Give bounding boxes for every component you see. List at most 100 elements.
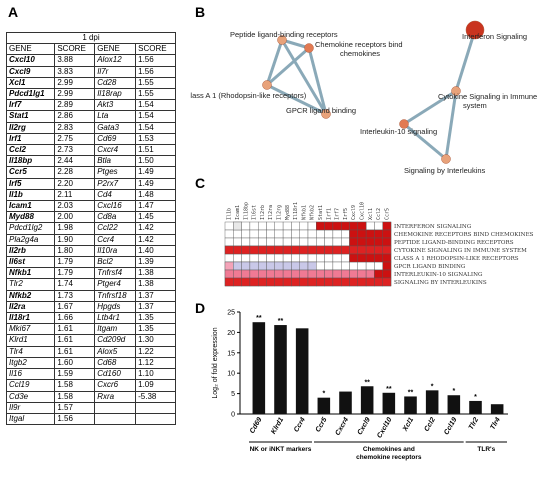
score-cell: 1.56 <box>135 65 176 78</box>
heatmap-cell <box>324 253 334 263</box>
heatmap-cell-filled <box>357 269 367 279</box>
heatmap-cell <box>307 253 317 263</box>
heatmap-cell-filled <box>291 269 300 279</box>
gene-cell <box>94 401 137 414</box>
heatmap-cell-filled <box>266 277 276 287</box>
heatmap-cell-filled <box>332 245 342 255</box>
x-tick-label: Cxcl9 <box>356 416 371 436</box>
heatmap-cell-filled <box>224 269 234 279</box>
gene-cell: Cd209d <box>94 334 137 347</box>
y-tick-label: 0 <box>231 412 235 419</box>
table-row: Il9r 1.57 <box>5 401 176 414</box>
heatmap-cell <box>340 261 350 271</box>
heatmap-gene-label: Irf7 <box>335 208 341 220</box>
gene-cell: Ptger4 <box>94 278 137 291</box>
gene-cell: Il1b <box>5 188 56 202</box>
heatmap-cell <box>307 229 317 239</box>
heatmap-cell-filled <box>374 237 383 247</box>
heatmap-cell-filled <box>233 221 242 231</box>
table-body: Cxcl10 3.88 Alox12 1.56 Cxcl9 3.83 Il7r 1.56 Xcl… <box>5 54 176 426</box>
table-row: Ccl2 2.73 Cxcr4 1.51 <box>5 144 176 157</box>
score-cell: 1.54 <box>135 110 176 123</box>
significance-mark: ** <box>256 315 262 322</box>
bar <box>252 322 266 414</box>
bar <box>360 386 374 414</box>
heatmap-cell-filled <box>382 269 392 279</box>
heatmap-cell-filled <box>282 277 292 287</box>
score-cell: 1.54 <box>135 121 176 134</box>
network-node <box>399 119 409 129</box>
heatmap-cell-filled <box>382 221 392 231</box>
heatmap-pathway-label: CYTOKINE SIGNALING IN IMMUNE SYSTEM <box>394 248 527 254</box>
gene-cell: Alox5 <box>94 345 137 358</box>
heatmap-cell-filled <box>257 245 267 255</box>
heatmap-pathway-label: INTERLEUKIN-10 SIGNALING <box>394 272 483 278</box>
heatmap-cell-filled <box>357 221 367 231</box>
heatmap-gene-label: Cxcl10 <box>359 202 365 220</box>
score-cell: 1.38 <box>135 278 176 291</box>
network-node-label: Chemokine receptors bind chemokines <box>315 40 403 58</box>
heatmap-gene-label: Il2ra <box>268 205 274 220</box>
network-edge <box>454 29 477 92</box>
score-cell: 1.79 <box>54 256 96 269</box>
score-cell: 1.38 <box>135 267 176 280</box>
score-cell: 1.55 <box>135 88 176 101</box>
y-tick-label: 25 <box>227 310 235 317</box>
gene-cell: Il9r <box>5 401 56 414</box>
heatmap-cell-filled <box>349 237 359 247</box>
heatmap-cell-filled <box>233 277 242 287</box>
heatmap-cell <box>307 221 317 231</box>
heatmap-cell <box>241 237 251 247</box>
network-node-label: Peptide ligand-binding receptors <box>230 30 338 39</box>
heatmap-cell <box>282 253 292 263</box>
score-cell: 1.55 <box>135 76 176 90</box>
gene-cell: Stat1 <box>5 110 56 123</box>
table-row: Cd3e 1.58 Rxra -5.38 <box>5 390 176 403</box>
heatmap-cell-filled <box>374 245 383 255</box>
heatmap-cell <box>332 261 342 271</box>
table-row: Irf7 2.89 Akt3 1.54 <box>5 99 176 112</box>
score-cell: 1.48 <box>135 188 176 202</box>
table-row: Itgb2 1.60 Cd68 1.12 <box>5 356 176 370</box>
heatmap-cell-filled <box>316 245 325 255</box>
heatmap-gene-label: Stat1 <box>318 205 324 220</box>
heatmap-cell-filled <box>365 277 375 287</box>
score-cell: 1.30 <box>135 334 176 347</box>
heatmap-cell-filled <box>324 277 334 287</box>
heatmap-cell-filled <box>349 253 359 263</box>
gene-cell: Cxcl10 <box>5 54 56 67</box>
heatmap-cell-filled <box>233 261 242 271</box>
heatmap-cell <box>332 237 342 247</box>
score-cell: 1.80 <box>54 244 96 258</box>
gene-cell: Tlr4 <box>5 345 56 358</box>
table-row: Nfkb1 1.79 Tnfrsf4 1.38 <box>5 267 176 280</box>
panel-a-label: A <box>8 4 19 20</box>
table-row: Il18r1 1.66 Ltb4r1 1.35 <box>5 312 176 325</box>
score-cell: 1.58 <box>54 379 96 392</box>
score-cell: 2.89 <box>54 99 96 112</box>
heatmap-cell <box>332 229 342 239</box>
score-cell: 1.56 <box>135 54 176 67</box>
heatmap-cell-filled <box>282 261 292 271</box>
heatmap-cell-filled <box>316 277 325 287</box>
table-row: Pdcd1lg1 2.99 Il18rap 1.55 <box>5 88 176 101</box>
heatmap-cell <box>233 253 242 263</box>
heatmap-cell-filled <box>365 253 375 263</box>
heatmap-cell-filled <box>357 253 367 263</box>
heatmap-cell-filled <box>266 269 276 279</box>
gene-cell: Cd4 <box>94 188 137 202</box>
score-cell: 1.56 <box>54 412 96 426</box>
x-tick-label: Cd69 <box>249 416 264 434</box>
heatmap-cell-filled <box>274 277 284 287</box>
heatmap-cell <box>374 261 383 271</box>
heatmap-cell-filled <box>299 269 309 279</box>
heatmap-cell <box>249 237 259 247</box>
heatmap-cell-filled <box>357 237 367 247</box>
score-cell: 2.44 <box>54 155 96 168</box>
table-timepoint-row: 1 dpi <box>6 31 176 45</box>
gene-cell: Ccl22 <box>94 222 137 235</box>
gene-cell: Tlr2 <box>5 278 56 291</box>
heatmap-cell-filled <box>340 245 350 255</box>
score-cell: -5.38 <box>135 390 176 403</box>
score-cell: 1.37 <box>135 300 176 314</box>
